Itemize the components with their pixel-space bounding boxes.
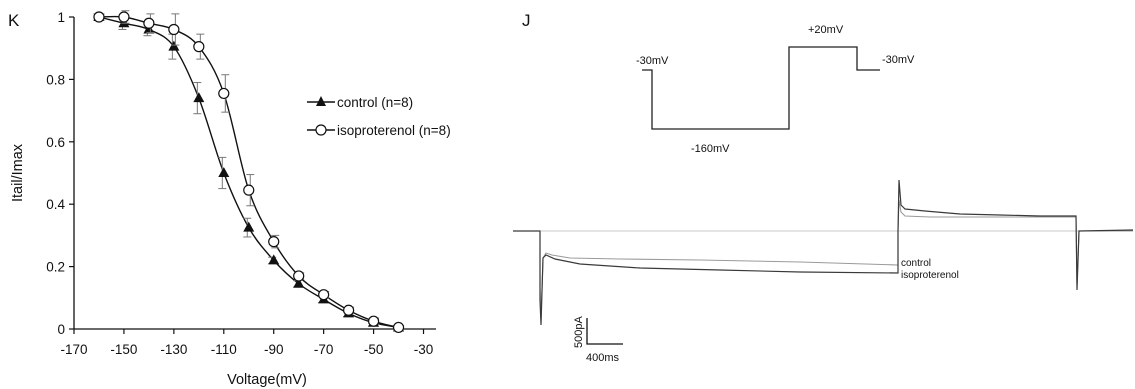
- data-point-circle: [318, 289, 330, 301]
- x-tick-label: -150: [110, 342, 137, 357]
- data-point-circle: [343, 304, 355, 316]
- data-point-circle: [143, 17, 155, 29]
- data-point-circle: [193, 41, 205, 53]
- legend-label-isoproterenol: isoproterenol (n=8): [337, 123, 451, 138]
- data-point-triangle: [268, 254, 280, 265]
- trace-label-control: control: [901, 258, 931, 269]
- trace-label-isoproterenol: isoproterenol: [901, 270, 959, 281]
- data-point-circle: [243, 184, 255, 196]
- scale-bar: 500pA 400ms: [573, 316, 623, 364]
- k-plot-area: 0 0.2 0.4 0.6 0.8 1 -170 -150 -130 -110 -90 -70 -50 -…: [46, 10, 436, 357]
- data-point-triangle: [168, 40, 180, 51]
- data-point-circle: [93, 11, 105, 23]
- x-tick-label: -30: [414, 342, 434, 357]
- data-point-circle: [218, 87, 230, 100]
- legend-triangle-icon: [316, 96, 326, 106]
- scale-bar-lines: [586, 318, 623, 345]
- series-line: [98, 16, 399, 329]
- y-tick-label: 0.8: [46, 72, 65, 87]
- data-point-triangle: [193, 92, 205, 103]
- legend-entry-isoproterenol: isoproterenol (n=8): [307, 123, 451, 138]
- protocol-trace: [642, 46, 880, 130]
- y-tick-label: 0.2: [46, 260, 65, 275]
- data-point-triangle: [293, 277, 305, 288]
- trace-isoproterenol: [513, 179, 1134, 326]
- y-tick-label: 0: [57, 322, 65, 337]
- data-point-circle: [268, 236, 280, 248]
- protocol-label-holding: -30mV: [636, 55, 669, 67]
- panel-label-k: K: [8, 11, 20, 30]
- protocol-label-hyperpolarize: -160mV: [691, 143, 730, 155]
- x-tick-label: -110: [211, 342, 237, 357]
- protocol-label-return: -30mV: [882, 54, 915, 66]
- series-control: [93, 11, 405, 332]
- protocol-label-depolarize: +20mV: [808, 24, 844, 36]
- y-tick-label: 1: [57, 10, 65, 25]
- y-axis-label: Itail/Imax: [10, 143, 26, 202]
- legend-label-control: control (n=8): [337, 95, 413, 110]
- data-point-circle: [392, 321, 405, 334]
- y-tick-label: 0.6: [46, 135, 65, 150]
- data-point-triangle: [218, 167, 230, 177]
- voltage-protocol: -30mV -160mV +20mV -30mV: [636, 24, 915, 155]
- data-point-circle: [293, 270, 305, 282]
- trace-control: [513, 199, 1133, 321]
- y-tick-label: 0.4: [46, 197, 65, 212]
- x-axis-label: Voltage(mV): [227, 372, 307, 388]
- series-line: [98, 15, 399, 329]
- x-tick-label: -130: [160, 342, 187, 357]
- x-tick-label: -70: [314, 342, 334, 357]
- data-point-circle: [367, 315, 380, 327]
- panel-label-j: J: [522, 11, 531, 30]
- series-isoproterenol: [93, 10, 405, 334]
- x-tick-label: -50: [364, 342, 384, 357]
- current-traces: control isoproterenol: [513, 179, 1134, 326]
- x-tick-label: -170: [60, 342, 87, 357]
- data-point-triangle: [243, 221, 255, 232]
- x-tick-label: -90: [264, 342, 284, 357]
- data-point-circle: [118, 11, 130, 23]
- legend-circle-icon: [315, 124, 327, 136]
- legend-entry-control: control (n=8): [307, 95, 413, 110]
- legend: control (n=8) isoproterenol (n=8): [307, 95, 451, 138]
- scale-bar-time: 400ms: [586, 352, 620, 364]
- data-point-circle: [168, 23, 180, 36]
- scale-bar-current: 500pA: [573, 316, 585, 348]
